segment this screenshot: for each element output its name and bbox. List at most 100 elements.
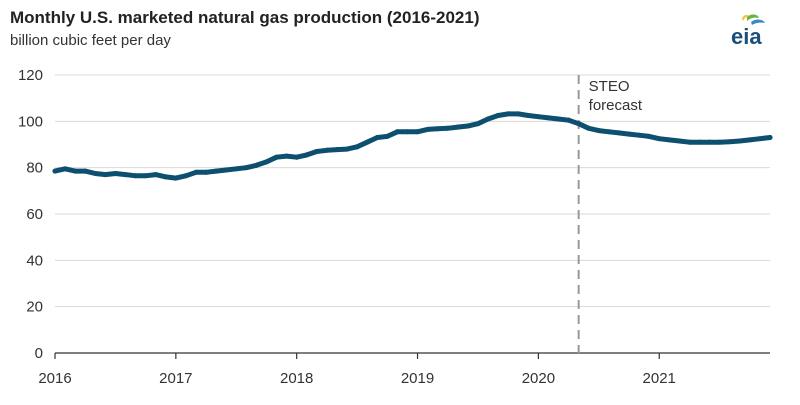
- series-point: [82, 168, 88, 174]
- logo-text: eia: [731, 24, 762, 48]
- series-point: [183, 173, 189, 179]
- eia-logo: eia: [731, 14, 765, 48]
- x-tick-label: 2021: [643, 370, 676, 387]
- x-axis-tick-labels: 2016 2017 2018 2019 2020 2021: [38, 370, 676, 387]
- x-tick-label: 2017: [159, 370, 192, 387]
- series-points: [52, 111, 773, 181]
- series-point: [545, 115, 551, 121]
- series-point: [767, 135, 773, 141]
- series-point: [354, 144, 360, 150]
- series-point: [314, 148, 320, 154]
- y-tick-label: 0: [35, 345, 43, 362]
- series-point: [646, 133, 652, 139]
- series-point: [485, 116, 491, 122]
- series-point: [596, 128, 602, 134]
- y-tick-label: 40: [26, 252, 43, 269]
- series-point: [576, 121, 582, 127]
- logo-leaf-yellow: [742, 15, 749, 21]
- series-point: [203, 169, 209, 175]
- series-point: [495, 113, 501, 119]
- series-point: [52, 168, 58, 174]
- series-point: [102, 172, 108, 178]
- series-point: [626, 131, 632, 137]
- series-point: [556, 116, 562, 122]
- series-point: [213, 168, 219, 174]
- forecast-label-line-2: forecast: [589, 97, 643, 114]
- forecast-label-line-1: STEO: [589, 78, 630, 95]
- series-point: [535, 114, 541, 120]
- series-point: [656, 136, 662, 142]
- series-point: [606, 129, 612, 135]
- series-point: [757, 136, 763, 142]
- series-point: [737, 138, 743, 144]
- series-point: [525, 113, 531, 119]
- x-axis-tick-marks: [54, 353, 660, 359]
- series-point: [233, 166, 239, 172]
- series-point: [384, 133, 390, 139]
- series-point: [505, 111, 511, 117]
- series-point: [676, 138, 682, 144]
- x-tick-label: 2018: [280, 370, 313, 387]
- series-point: [747, 137, 753, 143]
- series-point: [697, 139, 703, 145]
- logo-leaf-blue: [751, 19, 765, 25]
- series-line: [52, 111, 773, 181]
- chart-subtitle: billion cubic feet per day: [10, 32, 171, 49]
- series-point: [173, 175, 179, 181]
- series-point: [263, 159, 269, 165]
- series-point: [727, 139, 733, 145]
- series-point: [274, 154, 280, 160]
- y-tick-label: 120: [18, 67, 43, 84]
- x-tick-label: 2016: [38, 370, 71, 387]
- x-tick-label: 2020: [522, 370, 555, 387]
- series-point: [666, 137, 672, 143]
- series-point: [515, 111, 521, 117]
- y-axis-tick-labels: 0 20 40 60 80 100 120: [18, 67, 43, 362]
- series-point: [284, 153, 290, 159]
- series-point: [163, 174, 169, 180]
- series-point: [223, 167, 229, 173]
- series-point: [435, 126, 441, 132]
- y-tick-label: 60: [26, 206, 43, 223]
- series-point: [294, 154, 300, 160]
- series-point: [636, 132, 642, 138]
- series-point: [324, 147, 330, 153]
- series-point: [253, 162, 259, 168]
- series-point: [112, 170, 118, 176]
- x-tick-label: 2019: [401, 370, 434, 387]
- series-point: [717, 139, 723, 145]
- series-point: [394, 129, 400, 135]
- series-point: [455, 124, 461, 130]
- series-point: [334, 147, 340, 153]
- series-point: [153, 172, 159, 178]
- series-point: [475, 121, 481, 127]
- series-point: [586, 125, 592, 131]
- series-point: [243, 165, 249, 171]
- series-point: [686, 139, 692, 145]
- chart-title: Monthly U.S. marketed natural gas produc…: [10, 8, 480, 27]
- series-point: [465, 123, 471, 129]
- series-point: [445, 125, 451, 131]
- series-point: [143, 173, 149, 179]
- series-point: [92, 170, 98, 176]
- grid-lines: [55, 74, 770, 308]
- series-point: [425, 126, 431, 132]
- series-point: [707, 139, 713, 145]
- y-tick-label: 20: [26, 299, 43, 316]
- series-point: [133, 173, 139, 179]
- series-point: [616, 130, 622, 136]
- series-point: [566, 117, 572, 123]
- series-point: [122, 172, 128, 178]
- series-point: [304, 152, 310, 158]
- series-point: [72, 168, 78, 174]
- series-point: [404, 129, 410, 135]
- series-point: [193, 169, 199, 175]
- series-point: [415, 129, 421, 135]
- series-point: [364, 139, 370, 145]
- series-point: [344, 146, 350, 152]
- logo-leaf-green: [747, 14, 759, 21]
- y-tick-label: 100: [18, 113, 43, 130]
- series-point: [374, 135, 380, 141]
